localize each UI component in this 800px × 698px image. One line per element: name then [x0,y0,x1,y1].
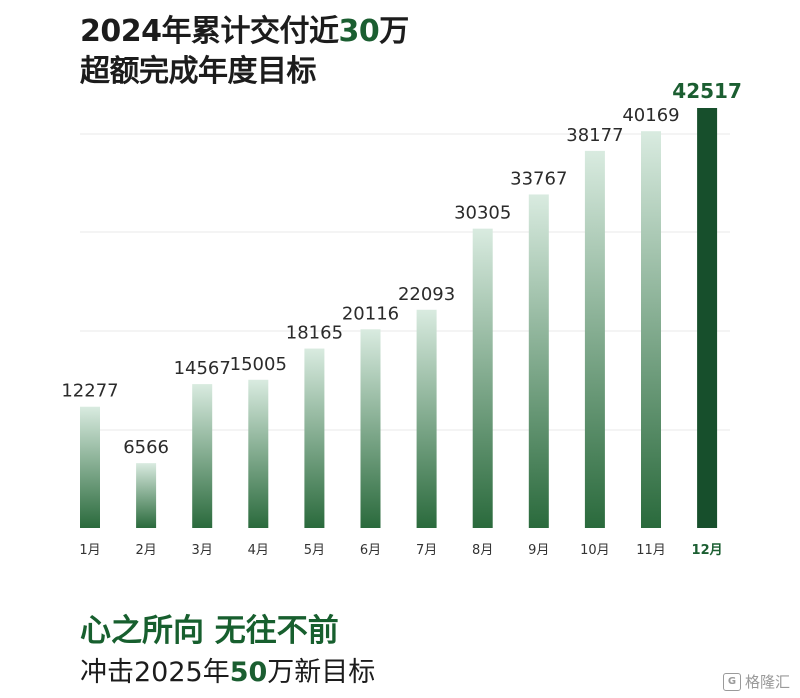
bar-9 [528,194,549,528]
x-tick-label: 12月 [692,543,723,558]
x-tick-label: 4月 [248,543,269,558]
target-suffix: 万新目标 [267,657,376,688]
title-number: 30 [338,14,380,49]
bar-5 [304,348,325,528]
x-tick-label: 3月 [192,543,213,558]
x-tick-label: 7月 [416,543,437,558]
bar-3 [192,384,213,528]
x-tick-label: 9月 [528,543,549,558]
target-prefix: 冲击2025年 [80,657,230,688]
page-subtitle: 超额完成年度目标 [80,54,316,89]
bar-8 [472,228,493,528]
bar-11 [641,131,661,528]
bar-value-label: 33767 [510,168,567,189]
watermark-text: 格隆汇 [744,673,790,691]
bar-value-label: 18165 [286,323,343,344]
bar-value-label: 14567 [174,358,231,379]
title-block: 2024年累计交付近30万 超额完成年度目标 [80,12,409,92]
bar-value-label: 38177 [566,125,623,146]
bar-value-label: 20116 [342,303,399,324]
x-tick-label: 10月 [580,543,610,558]
bar-12 [697,108,718,528]
page-title: 2024年累计交付近30万 [80,12,409,52]
bar-value-label: 22093 [398,284,455,305]
x-tick-label: 11月 [636,543,666,558]
watermark-logo-icon: G [722,672,741,691]
bar-10 [584,150,605,529]
bar-7 [416,309,437,528]
bar-value-label: 42517 [672,79,742,103]
bar-4 [248,379,269,528]
x-tick-label: 1月 [79,543,100,558]
x-tick-label: 6月 [360,543,381,558]
bar-1 [80,406,100,528]
x-tick-label: 8月 [472,543,493,558]
title-prefix: 2024年累计交付近 [80,14,339,49]
watermark: G 格隆汇 [722,671,790,692]
target-number: 50 [229,657,268,688]
x-tick-label: 2月 [135,543,156,558]
bar-6 [360,329,381,528]
title-suffix: 万 [379,14,409,49]
bar-2 [136,463,157,528]
bar-value-label: 6566 [123,437,169,458]
footer-slogan: 心之所向 无往不前 [80,613,339,649]
bar-value-label: 15005 [230,354,287,375]
bar-value-label: 40169 [622,105,679,126]
footer-target: 冲击2025年50万新目标 [80,654,375,692]
bar-value-label: 30305 [454,203,511,224]
footer-block: 心之所向 无往不前 冲击2025年50万新目标 [80,611,375,692]
x-tick-label: 5月 [304,543,325,558]
bar-value-label: 12277 [61,381,118,402]
